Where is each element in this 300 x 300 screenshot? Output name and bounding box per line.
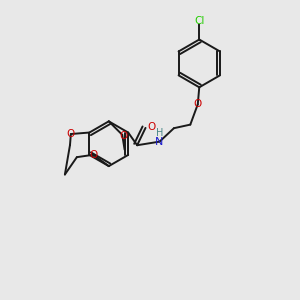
Text: O: O	[147, 122, 156, 132]
Text: O: O	[67, 129, 75, 139]
Text: Cl: Cl	[194, 16, 205, 26]
Text: O: O	[89, 150, 98, 160]
Text: O: O	[194, 99, 202, 109]
Text: H: H	[156, 128, 163, 138]
Text: O: O	[119, 131, 127, 141]
Text: N: N	[155, 136, 164, 147]
